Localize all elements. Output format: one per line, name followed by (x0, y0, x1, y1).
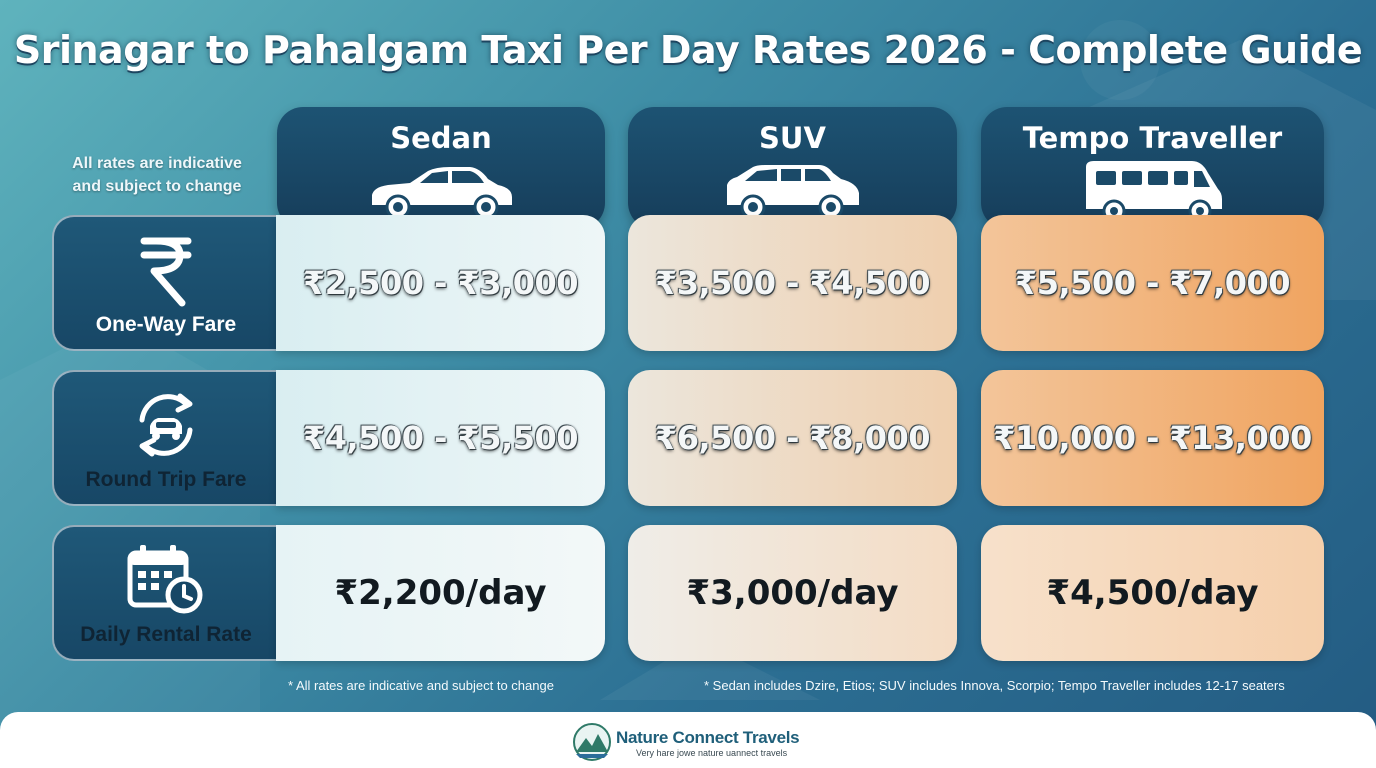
rate-sedan-daily: ₹2,200/day (276, 525, 605, 661)
indicative-note: All rates are indicative and subject to … (52, 152, 262, 198)
footer-bar (0, 712, 1376, 768)
row-label-daily-rental-text: Daily Rental Rate (80, 623, 252, 646)
page-title: Srinagar to Pahalgam Taxi Per Day Rates … (13, 28, 1363, 72)
rate-tempo-daily: ₹4,500/day (981, 525, 1324, 661)
footnote-vehicle-types: * Sedan includes Dzire, Etios; SUV inclu… (704, 678, 1285, 693)
rupee-icon (140, 237, 192, 307)
row-label-one-way: One-Way Fare (52, 215, 278, 351)
brand-tagline: Very hare jowe nature uannect travels (636, 748, 788, 758)
calendar-clock-icon (127, 545, 203, 614)
mountain-logo-icon (573, 723, 611, 761)
column-name-suv: SUV (759, 121, 826, 155)
brand-name: Nature Connect Travels (616, 728, 800, 747)
column-name-tempo-traveller: Tempo Traveller (1022, 121, 1283, 155)
sedan-car-icon (372, 167, 512, 220)
row-label-round-trip-text: Round Trip Fare (85, 468, 247, 491)
tempo-traveller-icon (1085, 161, 1222, 223)
column-name-sedan: Sedan (390, 121, 492, 155)
fare-sedan-one-way: ₹2,500 - ₹3,000 (276, 215, 605, 351)
suv-car-icon (726, 165, 859, 220)
fare-tempo-round-trip: ₹10,000 - ₹13,000 (981, 370, 1324, 506)
indicative-note-line-2: and subject to change (72, 178, 242, 195)
rate-suv-daily: ₹3,000/day (628, 525, 957, 661)
fare-suv-one-way: ₹3,500 - ₹4,500 (628, 215, 957, 351)
column-header-sedan: Sedan (277, 107, 605, 229)
fare-tempo-one-way: ₹5,500 - ₹7,000 (981, 215, 1324, 351)
column-header-suv: SUV (628, 107, 957, 229)
row-label-daily-rental: Daily Rental Rate (52, 525, 278, 661)
row-label-round-trip: Round Trip Fare (52, 370, 278, 506)
round-trip-car-icon (139, 393, 193, 457)
fare-suv-round-trip: ₹6,500 - ₹8,000 (628, 370, 957, 506)
footnote-indicative: * All rates are indicative and subject t… (288, 678, 554, 693)
fare-sedan-round-trip: ₹4,500 - ₹5,500 (276, 370, 605, 506)
row-label-one-way-text: One-Way Fare (95, 313, 237, 336)
column-header-tempo-traveller: Tempo Traveller (981, 107, 1324, 229)
indicative-note-line-1: All rates are indicative (72, 155, 242, 172)
